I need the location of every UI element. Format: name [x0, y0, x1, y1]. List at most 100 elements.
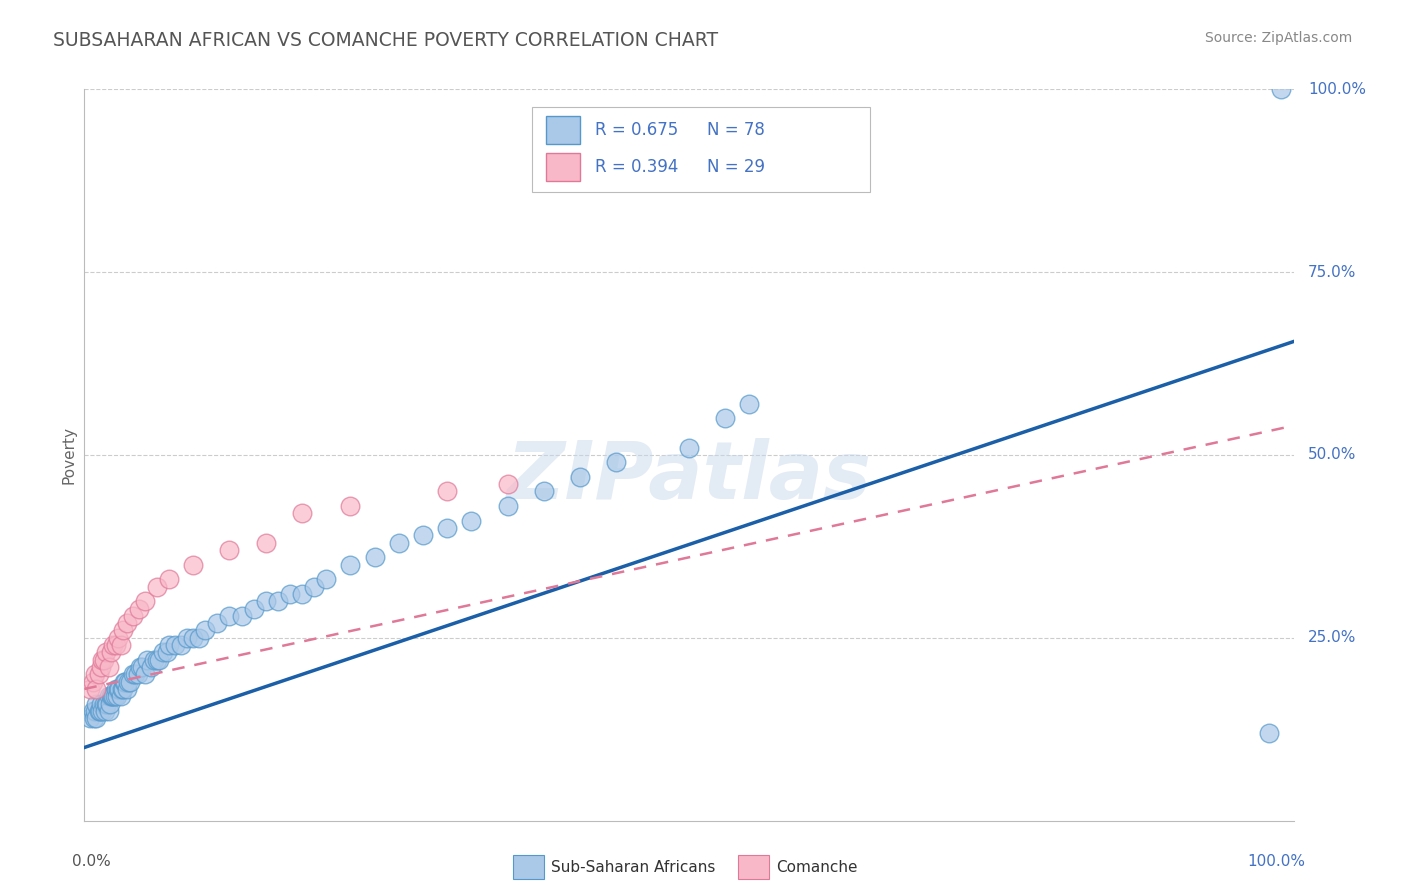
- Point: [117, 674, 139, 689]
- Point: [146, 653, 169, 667]
- Point: [115, 681, 138, 696]
- Bar: [547, 153, 581, 180]
- Y-axis label: Poverty: Poverty: [60, 425, 76, 484]
- Point: [121, 667, 143, 681]
- Point: [101, 690, 124, 704]
- Point: [1270, 82, 1292, 96]
- Point: [143, 653, 166, 667]
- Point: [94, 697, 117, 711]
- Point: [108, 681, 131, 696]
- Point: [94, 704, 117, 718]
- Point: [104, 681, 127, 696]
- Point: [181, 558, 204, 572]
- Point: [94, 645, 117, 659]
- Point: [136, 653, 159, 667]
- Point: [363, 550, 385, 565]
- Point: [86, 681, 108, 696]
- Point: [110, 690, 132, 704]
- Point: [97, 704, 120, 718]
- Point: [127, 667, 149, 681]
- Text: N = 78: N = 78: [707, 121, 765, 139]
- Text: N = 29: N = 29: [707, 158, 765, 176]
- Text: SUBSAHARAN AFRICAN VS COMANCHE POVERTY CORRELATION CHART: SUBSAHARAN AFRICAN VS COMANCHE POVERTY C…: [53, 31, 718, 50]
- Point: [170, 638, 193, 652]
- Point: [115, 616, 138, 631]
- Point: [533, 484, 555, 499]
- Point: [129, 660, 152, 674]
- Text: 100.0%: 100.0%: [1308, 82, 1367, 96]
- Text: Sub-Saharan Africans: Sub-Saharan Africans: [551, 860, 716, 874]
- Point: [131, 660, 153, 674]
- Point: [83, 711, 105, 725]
- Point: [82, 674, 104, 689]
- FancyBboxPatch shape: [531, 108, 870, 192]
- Point: [254, 594, 277, 608]
- Point: [148, 653, 170, 667]
- Point: [176, 631, 198, 645]
- Point: [124, 667, 146, 681]
- Point: [86, 697, 108, 711]
- Point: [90, 660, 112, 674]
- Point: [98, 697, 121, 711]
- Point: [254, 535, 277, 549]
- Point: [100, 645, 122, 659]
- Point: [152, 645, 174, 659]
- Point: [315, 572, 337, 586]
- Point: [155, 645, 177, 659]
- Point: [139, 660, 162, 674]
- Point: [93, 697, 115, 711]
- Point: [218, 608, 240, 623]
- Point: [112, 681, 135, 696]
- Point: [111, 681, 134, 696]
- Point: [128, 601, 150, 615]
- Point: [339, 499, 361, 513]
- Point: [738, 397, 761, 411]
- Point: [97, 660, 120, 674]
- Text: 25.0%: 25.0%: [1308, 631, 1357, 645]
- Point: [194, 624, 217, 638]
- Point: [100, 690, 122, 704]
- Point: [87, 667, 110, 681]
- Point: [84, 704, 107, 718]
- Text: Comanche: Comanche: [776, 860, 858, 874]
- Point: [157, 572, 180, 586]
- Point: [218, 543, 240, 558]
- Point: [96, 697, 118, 711]
- Point: [207, 616, 229, 631]
- Text: 50.0%: 50.0%: [1308, 448, 1357, 462]
- Point: [436, 484, 458, 499]
- Point: [105, 690, 128, 704]
- Point: [82, 704, 104, 718]
- Point: [242, 601, 264, 615]
- Point: [103, 638, 125, 652]
- Point: [91, 653, 114, 667]
- Text: 100.0%: 100.0%: [1247, 854, 1306, 869]
- Point: [134, 667, 156, 681]
- Point: [460, 514, 482, 528]
- Point: [120, 674, 142, 689]
- Point: [714, 411, 737, 425]
- Point: [146, 580, 169, 594]
- Text: 75.0%: 75.0%: [1308, 265, 1357, 279]
- Text: R = 0.394: R = 0.394: [595, 158, 678, 176]
- Point: [112, 624, 135, 638]
- Point: [165, 638, 187, 652]
- Point: [112, 674, 135, 689]
- Point: [86, 711, 108, 725]
- Point: [278, 587, 301, 601]
- Point: [103, 690, 125, 704]
- Point: [110, 638, 132, 652]
- Text: ZIPatlas: ZIPatlas: [506, 438, 872, 516]
- Point: [107, 631, 129, 645]
- Point: [231, 608, 253, 623]
- Text: Source: ZipAtlas.com: Source: ZipAtlas.com: [1205, 31, 1353, 45]
- Point: [114, 674, 136, 689]
- Point: [339, 558, 361, 572]
- Point: [302, 580, 325, 594]
- Point: [496, 477, 519, 491]
- Point: [89, 704, 111, 718]
- Point: [291, 507, 314, 521]
- Text: R = 0.675: R = 0.675: [595, 121, 678, 139]
- Point: [412, 528, 434, 542]
- Bar: [547, 116, 581, 144]
